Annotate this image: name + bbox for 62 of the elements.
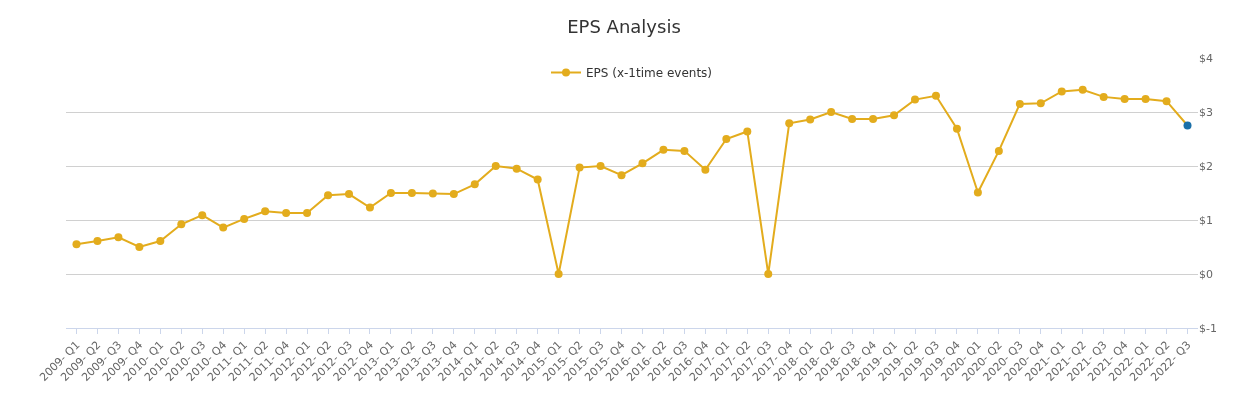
point <box>177 220 186 229</box>
point <box>303 208 312 217</box>
point <box>743 127 752 136</box>
point <box>869 115 878 124</box>
point <box>848 115 857 124</box>
point <box>156 237 165 246</box>
point <box>1057 87 1066 96</box>
point <box>617 171 626 180</box>
point <box>428 189 437 198</box>
point <box>261 207 270 216</box>
point <box>219 223 228 232</box>
point <box>135 243 144 251</box>
point <box>1015 99 1024 108</box>
point <box>282 208 291 217</box>
y-tick-label: $4 <box>1199 51 1213 65</box>
point <box>470 180 479 189</box>
point <box>386 189 395 197</box>
point <box>596 162 605 170</box>
point <box>994 146 1003 155</box>
point <box>680 146 689 155</box>
point <box>1141 95 1150 104</box>
y-tick-label: $0 <box>1199 267 1213 281</box>
point <box>638 159 647 168</box>
chart-title: EPS Analysis <box>567 15 681 37</box>
point <box>198 211 207 220</box>
point <box>1183 121 1192 130</box>
point <box>952 124 961 133</box>
point <box>1078 85 1087 94</box>
point <box>659 145 668 154</box>
legend-label: EPS (x-1time events) <box>586 66 713 81</box>
y-tick-label: $-1 <box>1199 321 1217 335</box>
point <box>533 175 542 184</box>
point <box>575 163 584 172</box>
point <box>890 111 899 120</box>
point <box>827 108 836 116</box>
point <box>72 240 81 249</box>
point <box>345 190 353 199</box>
point <box>449 190 458 199</box>
point <box>764 270 773 278</box>
point <box>1162 97 1171 106</box>
y-tick-label: $3 <box>1199 105 1213 119</box>
point <box>911 95 919 104</box>
point <box>554 270 563 278</box>
point <box>806 115 815 124</box>
point <box>1099 92 1108 101</box>
y-tick-label: $1 <box>1199 213 1213 227</box>
point <box>491 162 500 170</box>
point <box>1036 99 1045 108</box>
point <box>365 203 374 212</box>
point <box>973 188 982 197</box>
point <box>93 237 102 246</box>
point <box>701 165 710 174</box>
point <box>407 189 416 197</box>
point <box>240 214 249 223</box>
point <box>324 191 333 200</box>
point <box>931 91 940 100</box>
y-tick-label: $2 <box>1199 159 1213 173</box>
point <box>512 164 521 173</box>
point <box>785 119 794 128</box>
point <box>722 135 731 143</box>
point <box>114 233 123 242</box>
point <box>1120 95 1129 104</box>
